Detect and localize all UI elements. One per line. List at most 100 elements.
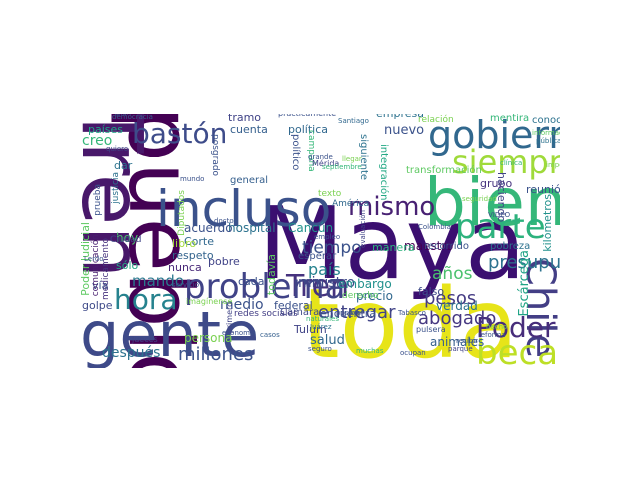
word: mando xyxy=(132,272,185,290)
word: gente xyxy=(80,298,260,368)
word: dar xyxy=(114,159,133,172)
word: medio xyxy=(220,297,264,313)
word: embargo xyxy=(338,277,392,291)
word: federal xyxy=(274,299,313,312)
word: político xyxy=(290,134,301,171)
word: prácticamente xyxy=(278,114,336,118)
word: parte xyxy=(455,207,546,247)
word: política xyxy=(288,123,328,136)
word: muchas xyxy=(356,347,384,355)
word: después xyxy=(102,345,161,361)
word: información xyxy=(532,129,560,137)
word: posible xyxy=(336,309,362,317)
word: empresa xyxy=(376,114,424,119)
word: Poder xyxy=(476,311,556,344)
word: plan xyxy=(116,114,131,117)
word: golpe xyxy=(82,299,113,312)
word: beca xyxy=(476,333,559,368)
word-cloud: pueblo Tren Maya toda gente incluso bien… xyxy=(80,114,560,368)
word: pesos xyxy=(424,288,477,309)
word: nunca xyxy=(168,261,202,274)
word: siempre xyxy=(452,143,560,181)
word: parque xyxy=(448,345,473,353)
word: jueces xyxy=(132,335,158,344)
word: prueba xyxy=(93,184,103,216)
word: economía xyxy=(222,329,257,337)
word: tiempo xyxy=(302,238,362,258)
word: comunicación xyxy=(91,234,101,297)
word: llegar xyxy=(342,155,362,163)
word: primero xyxy=(225,302,234,334)
word: Escárcega xyxy=(517,250,532,317)
word: Camara xyxy=(280,307,320,318)
word: campaña xyxy=(306,130,316,172)
word: precio xyxy=(356,289,393,303)
word: manera xyxy=(372,241,415,254)
word: democracia xyxy=(112,114,153,121)
word: presupuesto xyxy=(488,252,560,273)
word: posgrado xyxy=(210,134,220,177)
word: América xyxy=(332,199,370,209)
word: Ciudad xyxy=(110,235,142,245)
word: Tren xyxy=(286,269,350,304)
word: libro xyxy=(172,237,197,250)
word: pública xyxy=(536,137,560,145)
word: años xyxy=(432,264,473,284)
word: kilómetros xyxy=(541,194,554,252)
word: pobreza xyxy=(490,241,531,252)
word: animales xyxy=(430,335,485,349)
word: pulsera xyxy=(416,325,446,334)
word: medicamento xyxy=(101,238,111,301)
word: hora xyxy=(114,283,178,316)
word: doctor xyxy=(214,217,237,225)
word: todavía xyxy=(265,254,278,296)
word: transformación xyxy=(406,165,482,176)
word: Santiago xyxy=(338,117,369,125)
word: país xyxy=(308,260,341,279)
word: seguro xyxy=(308,345,332,353)
word: vía xyxy=(92,279,109,292)
word: derecho xyxy=(342,291,379,301)
word: mundo xyxy=(180,175,205,183)
word: falso xyxy=(418,285,445,298)
word: naturales xyxy=(306,315,339,323)
word: haciendo xyxy=(495,172,508,223)
word: tramo xyxy=(228,114,262,124)
word: reforma xyxy=(478,331,506,339)
word: sólo xyxy=(116,259,139,272)
word: integración xyxy=(378,144,389,201)
word: empleo xyxy=(314,233,341,241)
word: abogado xyxy=(418,308,497,329)
word: bastón xyxy=(132,117,228,150)
word: grande xyxy=(308,153,333,161)
word: Juárez xyxy=(310,323,332,331)
word: problema xyxy=(184,267,346,307)
word: siguiente xyxy=(358,134,369,181)
word: pobre xyxy=(208,255,240,268)
word: Tren xyxy=(80,114,161,279)
word: cuenta xyxy=(230,123,268,136)
word: conocer xyxy=(532,115,560,126)
word: salud xyxy=(310,333,345,348)
word: acuerdo xyxy=(184,221,233,235)
word: Tulum xyxy=(294,323,327,336)
word: septiembre xyxy=(322,163,362,171)
word: recorrido xyxy=(424,241,469,252)
word: creo xyxy=(82,133,113,149)
word: Mérida xyxy=(312,159,340,168)
word: imagínense xyxy=(186,297,233,306)
word: persona xyxy=(184,331,233,345)
word: Corte xyxy=(184,235,215,248)
word: texto xyxy=(318,189,342,199)
word: verdad xyxy=(436,299,478,313)
word: servicio xyxy=(172,281,199,289)
word: seguridad xyxy=(462,195,497,203)
word: evaluación xyxy=(359,210,367,248)
word: respeto xyxy=(172,249,214,262)
word: hospital xyxy=(228,221,276,235)
word: Lerdo xyxy=(84,255,104,263)
word: Colombia xyxy=(418,223,451,231)
word: quiero xyxy=(106,145,129,153)
word: redes sociales xyxy=(234,309,298,319)
word: recibir xyxy=(456,337,479,345)
